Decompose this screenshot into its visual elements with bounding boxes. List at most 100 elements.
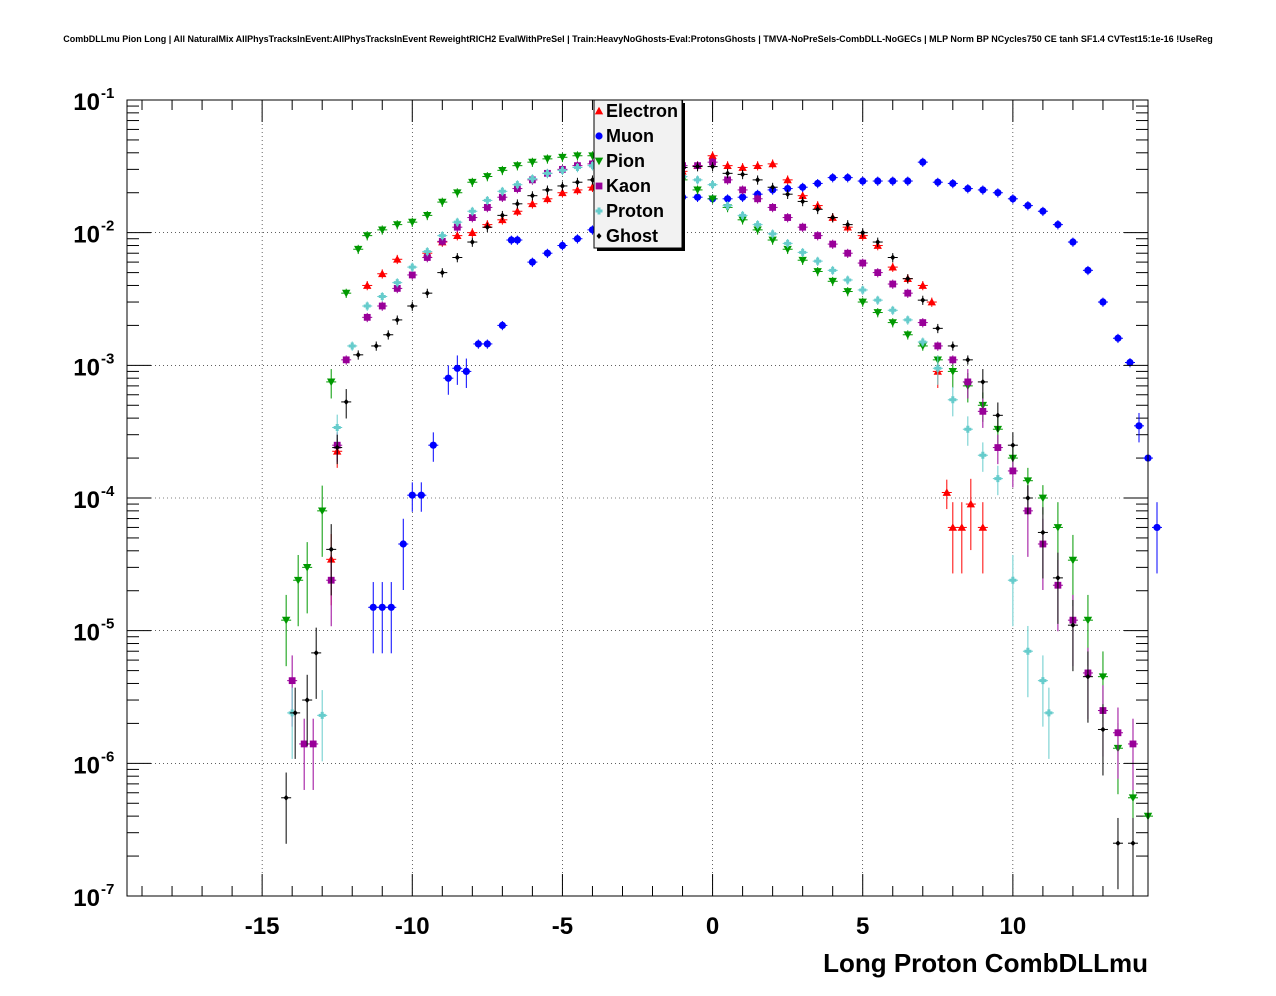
pion-marker: [888, 319, 897, 327]
ghost-point: [962, 355, 973, 365]
proton-point: [692, 175, 703, 185]
proton-marker: [709, 181, 717, 189]
proton-marker: [483, 196, 491, 204]
proton-point: [752, 220, 763, 230]
kaon-marker: [309, 740, 317, 748]
kaon-point: [767, 202, 778, 213]
kaon-marker: [829, 240, 837, 248]
ghost-point: [1022, 485, 1033, 515]
muon-marker: [543, 249, 552, 257]
ghost-point: [752, 175, 763, 185]
electron-marker: [543, 194, 552, 203]
ghost-point: [542, 185, 553, 195]
proton-point: [527, 174, 538, 184]
proton-point: [542, 168, 553, 179]
pion-point: [392, 220, 403, 230]
muon-marker: [979, 186, 987, 194]
muon-marker: [889, 177, 897, 185]
ghost-marker: [890, 254, 896, 261]
pion-point: [302, 542, 313, 614]
proton-point: [902, 315, 913, 325]
y-tick-exponent: -6: [101, 748, 114, 765]
pion-point: [557, 152, 568, 163]
muon-marker: [739, 193, 747, 201]
proton-marker: [844, 276, 852, 284]
muon-marker: [429, 441, 437, 449]
ghost-marker: [343, 398, 349, 405]
proton-marker: [318, 711, 326, 719]
ghost-marker: [373, 343, 379, 349]
muon-point: [887, 176, 898, 186]
series-proton: [287, 161, 1054, 762]
muon-point: [947, 179, 958, 189]
pion-point: [281, 594, 292, 667]
pion-marker: [453, 189, 462, 197]
muon-point: [977, 185, 988, 195]
y-tick-label: 10 -1: [73, 85, 114, 116]
proton-point: [842, 275, 853, 285]
ghost-point: [290, 687, 301, 759]
proton-marker: [904, 316, 912, 324]
proton-point: [377, 292, 388, 302]
kaon-marker: [814, 232, 822, 240]
pion-point: [326, 369, 337, 399]
y-tick-exponent: -4: [101, 483, 115, 500]
muon-marker: [1153, 523, 1161, 532]
ghost-marker: [740, 171, 746, 178]
muon-point: [1067, 237, 1078, 247]
muon-point: [812, 179, 823, 189]
ghost-marker: [935, 325, 941, 332]
ghost-marker: [424, 290, 430, 297]
ghost-point: [872, 237, 883, 247]
muon-point: [1052, 220, 1063, 230]
proton-marker: [769, 230, 777, 238]
legend-label: Proton: [606, 201, 664, 221]
data-points: [281, 151, 1163, 890]
muon-marker: [919, 158, 927, 166]
muon-point: [557, 241, 568, 251]
electron-point: [392, 254, 403, 265]
muon-marker: [1099, 298, 1107, 306]
proton-marker: [378, 293, 386, 301]
muon-point: [857, 176, 868, 186]
muon-point: [416, 482, 427, 512]
proton-point: [887, 305, 898, 316]
muon-marker: [573, 235, 582, 243]
muon-point: [542, 248, 553, 259]
muon-point: [377, 582, 388, 654]
ghost-point: [812, 204, 823, 215]
ghost-point: [452, 253, 463, 263]
legend-marker: [594, 106, 604, 115]
pion-marker: [543, 155, 552, 164]
muon-point: [1124, 358, 1135, 368]
proton-marker: [588, 162, 596, 170]
proton-marker: [784, 239, 792, 247]
legend-label: Ghost: [606, 226, 658, 246]
kaon-point: [887, 279, 898, 289]
pion-marker: [903, 331, 912, 339]
kaon-marker: [994, 444, 1002, 451]
electron-marker: [708, 151, 717, 160]
y-tick-label: 10 -7: [73, 881, 114, 912]
muon-marker: [949, 179, 957, 188]
pion-marker: [753, 226, 762, 235]
pion-marker: [354, 245, 363, 254]
pion-point: [512, 161, 523, 171]
ghost-point: [992, 402, 1003, 432]
pion-point: [542, 154, 553, 164]
x-tick-label: 5: [856, 913, 869, 940]
ghost-marker: [559, 183, 565, 189]
muon-marker: [814, 179, 822, 188]
electron-marker: [528, 199, 537, 208]
muon-point: [452, 355, 463, 385]
kaon-point: [932, 341, 943, 351]
muon-marker: [483, 340, 491, 348]
proton-marker: [979, 451, 987, 459]
ghost-point: [1082, 651, 1093, 723]
ghost-point: [482, 222, 493, 232]
muon-point: [1152, 502, 1163, 574]
muon-marker: [513, 236, 521, 244]
muon-point: [1112, 333, 1123, 344]
proton-point: [317, 690, 328, 762]
proton-marker: [859, 286, 867, 294]
